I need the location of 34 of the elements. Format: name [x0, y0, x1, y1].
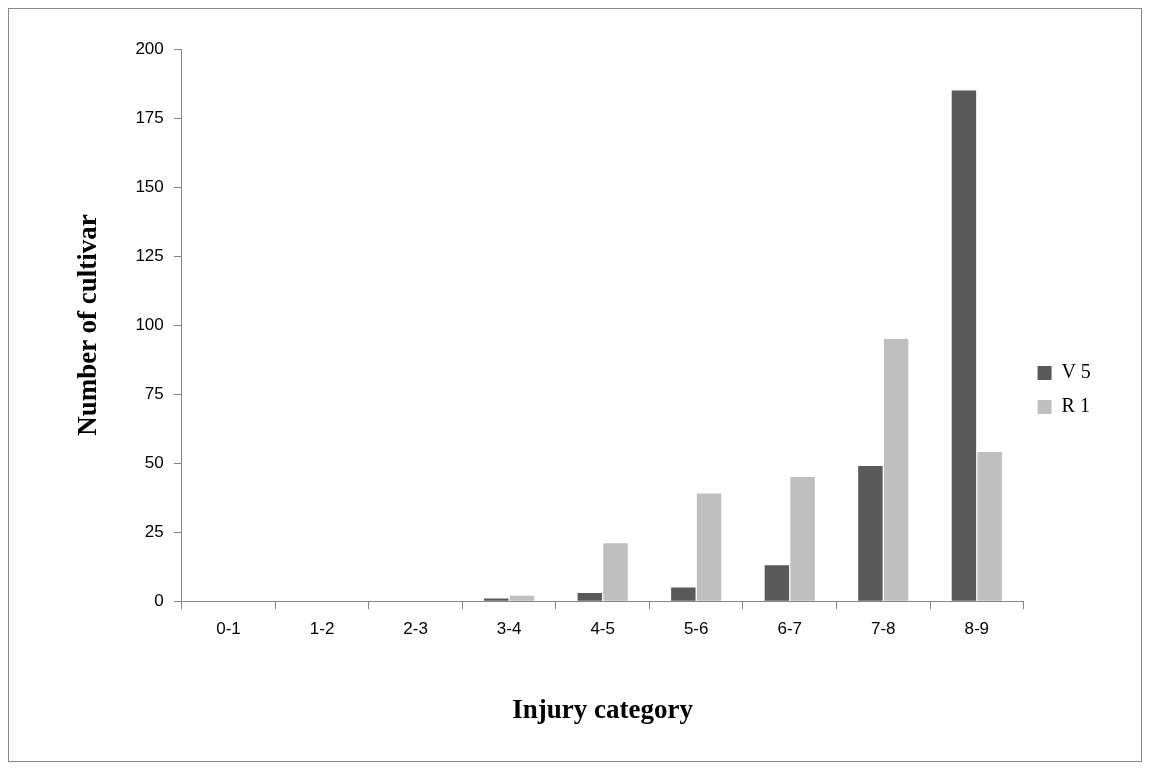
bar [671, 587, 696, 601]
y-tick-label: 50 [144, 452, 164, 472]
x-tick-label: 4-5 [590, 619, 615, 639]
y-tick-label: 150 [135, 176, 164, 196]
bar [951, 90, 977, 601]
y-tick-label: 25 [144, 521, 164, 541]
legend-label: V 5 [1061, 360, 1091, 383]
x-tick-label: 5-6 [683, 619, 709, 639]
bar [858, 465, 883, 601]
bar [484, 598, 509, 601]
bar [603, 543, 628, 601]
x-tick-label: 2-3 [403, 619, 428, 639]
x-tick-label: 6-7 [777, 619, 803, 639]
x-tick-label: 1-2 [309, 619, 335, 639]
bar [764, 565, 790, 601]
bar [883, 338, 909, 601]
x-axis-title: Injury category [512, 693, 694, 724]
bar [509, 595, 535, 601]
bar [577, 592, 603, 601]
y-tick-label: 100 [135, 314, 164, 334]
x-tick-label: 8-9 [964, 619, 990, 639]
y-tick-label: 200 [135, 38, 164, 58]
y-tick-label: 0 [154, 590, 164, 610]
bar [790, 476, 815, 601]
x-tick-label: 3-4 [496, 619, 522, 639]
bar [977, 452, 1002, 601]
y-tick-label: 75 [144, 383, 164, 403]
x-tick-label: 7-8 [870, 619, 896, 639]
legend-label: R 1 [1061, 394, 1090, 417]
x-tick-label: 0-1 [216, 619, 241, 639]
y-axis-title: Number of cultivar [72, 214, 103, 436]
y-tick-label: 125 [135, 245, 164, 265]
bar [696, 493, 722, 601]
y-tick-label: 175 [135, 107, 164, 127]
